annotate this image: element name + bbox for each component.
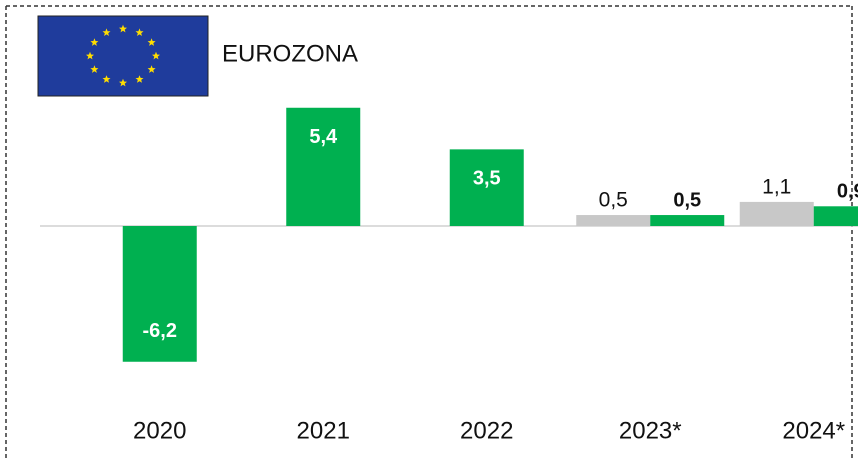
chart-title: EUROZONA bbox=[222, 40, 358, 67]
data-label: 3,5 bbox=[473, 168, 501, 190]
flag-star bbox=[152, 51, 160, 60]
bar bbox=[739, 201, 814, 226]
data-label: 0,5 bbox=[673, 189, 701, 211]
x-tick-label: 2024* bbox=[782, 417, 845, 444]
bar bbox=[576, 215, 651, 226]
flag-star bbox=[102, 75, 111, 83]
flag-star bbox=[90, 65, 99, 73]
bar bbox=[286, 107, 361, 226]
flag-star bbox=[135, 75, 144, 83]
flag-star bbox=[119, 24, 127, 33]
x-tick-label: 2020 bbox=[133, 417, 186, 444]
data-label: 0,9 bbox=[837, 181, 858, 203]
x-tick-label: 2022 bbox=[460, 417, 513, 444]
bar bbox=[813, 206, 858, 226]
flag-star bbox=[90, 38, 99, 46]
eu-flag bbox=[37, 15, 209, 97]
data-label: -6,2 bbox=[143, 320, 177, 342]
data-label: 5,4 bbox=[309, 126, 338, 148]
x-tick-label: 2021 bbox=[297, 417, 350, 444]
data-label: 0,5 bbox=[599, 189, 628, 212]
bar bbox=[122, 226, 197, 362]
flag-star bbox=[86, 51, 94, 60]
flag-star bbox=[102, 28, 111, 36]
bar bbox=[650, 215, 725, 226]
x-tick-label: 2023* bbox=[619, 417, 682, 444]
flag-star bbox=[135, 28, 144, 36]
flag-star bbox=[119, 78, 127, 87]
bar bbox=[449, 149, 524, 226]
flag-star bbox=[147, 65, 156, 73]
flag-star bbox=[147, 38, 156, 46]
data-label: 1,1 bbox=[762, 175, 791, 198]
